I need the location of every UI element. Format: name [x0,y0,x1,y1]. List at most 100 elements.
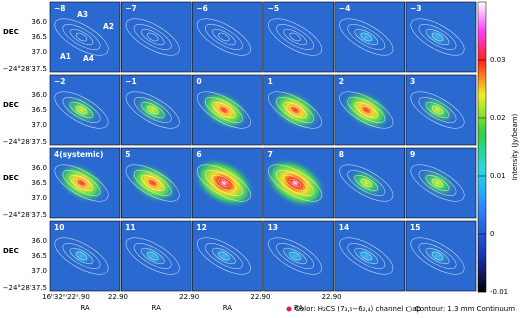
contour [276,24,314,50]
channel-label: 6 [196,150,201,159]
contour [347,243,386,269]
colorbar-tick-label: 0.01 [490,172,506,180]
colorbar-tick-label: 0.03 [490,56,506,64]
contour [283,247,307,265]
source-label: A2 [103,22,114,31]
channel-panel: −7 [120,1,192,73]
panel-background [120,1,192,73]
dec-tick-label: 37.0 [31,267,47,275]
channel-panel: 12 [192,220,263,292]
contour [125,18,180,56]
contour [289,32,301,42]
dec-tick-label: 36.0 [31,164,47,172]
channel-label: 1 [268,77,273,86]
channel-panel: 11 [120,220,192,292]
contour [75,178,88,188]
channel-label: 0 [196,77,201,86]
channel-label: 8 [339,150,344,159]
emission [351,25,382,49]
colorbar-tick-label: 0.02 [490,114,506,122]
colorbar [477,1,487,293]
contour [75,105,88,115]
emission [422,244,453,268]
contour [205,97,243,123]
channel-panel: 7 [263,147,334,219]
channel-panel: 9 [405,147,477,219]
dec-axis-label: DEC [3,101,19,109]
contour [354,174,379,192]
emission [126,162,179,204]
dec-axis-label: DEC [3,174,19,182]
contour [347,24,386,50]
contour [212,28,236,46]
emission [346,166,387,200]
contour [205,170,243,196]
contour [360,178,372,188]
contour [360,105,372,115]
ra-origin-label: 16ʰ32ᵐ22ˢ.90 [42,293,90,301]
contour [205,24,243,50]
ra-tick-label: 22.90 [322,293,342,301]
contour [212,174,236,192]
dec-origin-label: −24°28′37.5 [3,138,47,146]
contour [339,18,394,56]
contour [205,243,243,269]
emission [209,244,239,268]
contour [218,32,230,42]
contour [69,28,94,46]
ra-axis-label: RA [80,304,90,312]
contour [196,164,251,202]
contour [268,237,323,275]
contour [62,24,101,50]
contour [276,243,314,269]
channel-label: 9 [410,150,415,159]
channel-panel: 2 [334,74,406,146]
dec-tick-label: 36.0 [31,91,47,99]
ra-tick-label: 22.90 [250,293,270,301]
source-label: A4 [83,54,94,63]
channel-panel: 6 [192,147,263,219]
contour [425,101,450,119]
contour [425,247,450,265]
channel-panel: 3 [405,74,477,146]
ra-axis-label: RA [294,304,304,312]
contour [62,243,101,269]
channel-label: 3 [410,77,415,86]
channel-panel: 14 [334,220,406,292]
dec-origin-label: −24°28′37.5 [3,211,47,219]
emission [192,157,256,209]
contour [69,174,94,192]
dec-tick-label: 36.5 [31,33,47,41]
channel-panel: 5 [120,147,192,219]
contour [133,24,172,50]
channel-label: −8 [54,4,66,13]
contour [212,101,236,119]
legend-color: Color: H₂CS (7₃,₅−6₂,₄) channel map [295,305,422,313]
contour [347,97,386,123]
contour [268,164,323,202]
contour [283,28,307,46]
dec-tick-label: 37.0 [31,121,47,129]
contour [289,178,301,188]
channel-label: 5 [125,150,130,159]
source-label: A1 [60,52,71,61]
channel-panel: 13 [263,220,334,292]
dec-origin-label: −24°28′37.5 [3,65,47,73]
contour [410,237,465,275]
contour [62,97,101,123]
contour [283,101,307,119]
emission [66,244,97,268]
source-label: A3 [77,10,88,19]
contour [218,178,230,188]
contour [289,105,301,115]
contour [147,32,159,42]
dec-origin-label: −24°28′37.5 [3,284,47,292]
channel-panel: 15 [405,220,477,292]
contour [289,251,301,261]
colorbar-tick-label: -0.01 [490,288,508,296]
channel-label: 13 [268,223,278,232]
ra-axis-label: RA [223,304,233,312]
channel-label: 14 [339,223,349,232]
contour [418,243,457,269]
